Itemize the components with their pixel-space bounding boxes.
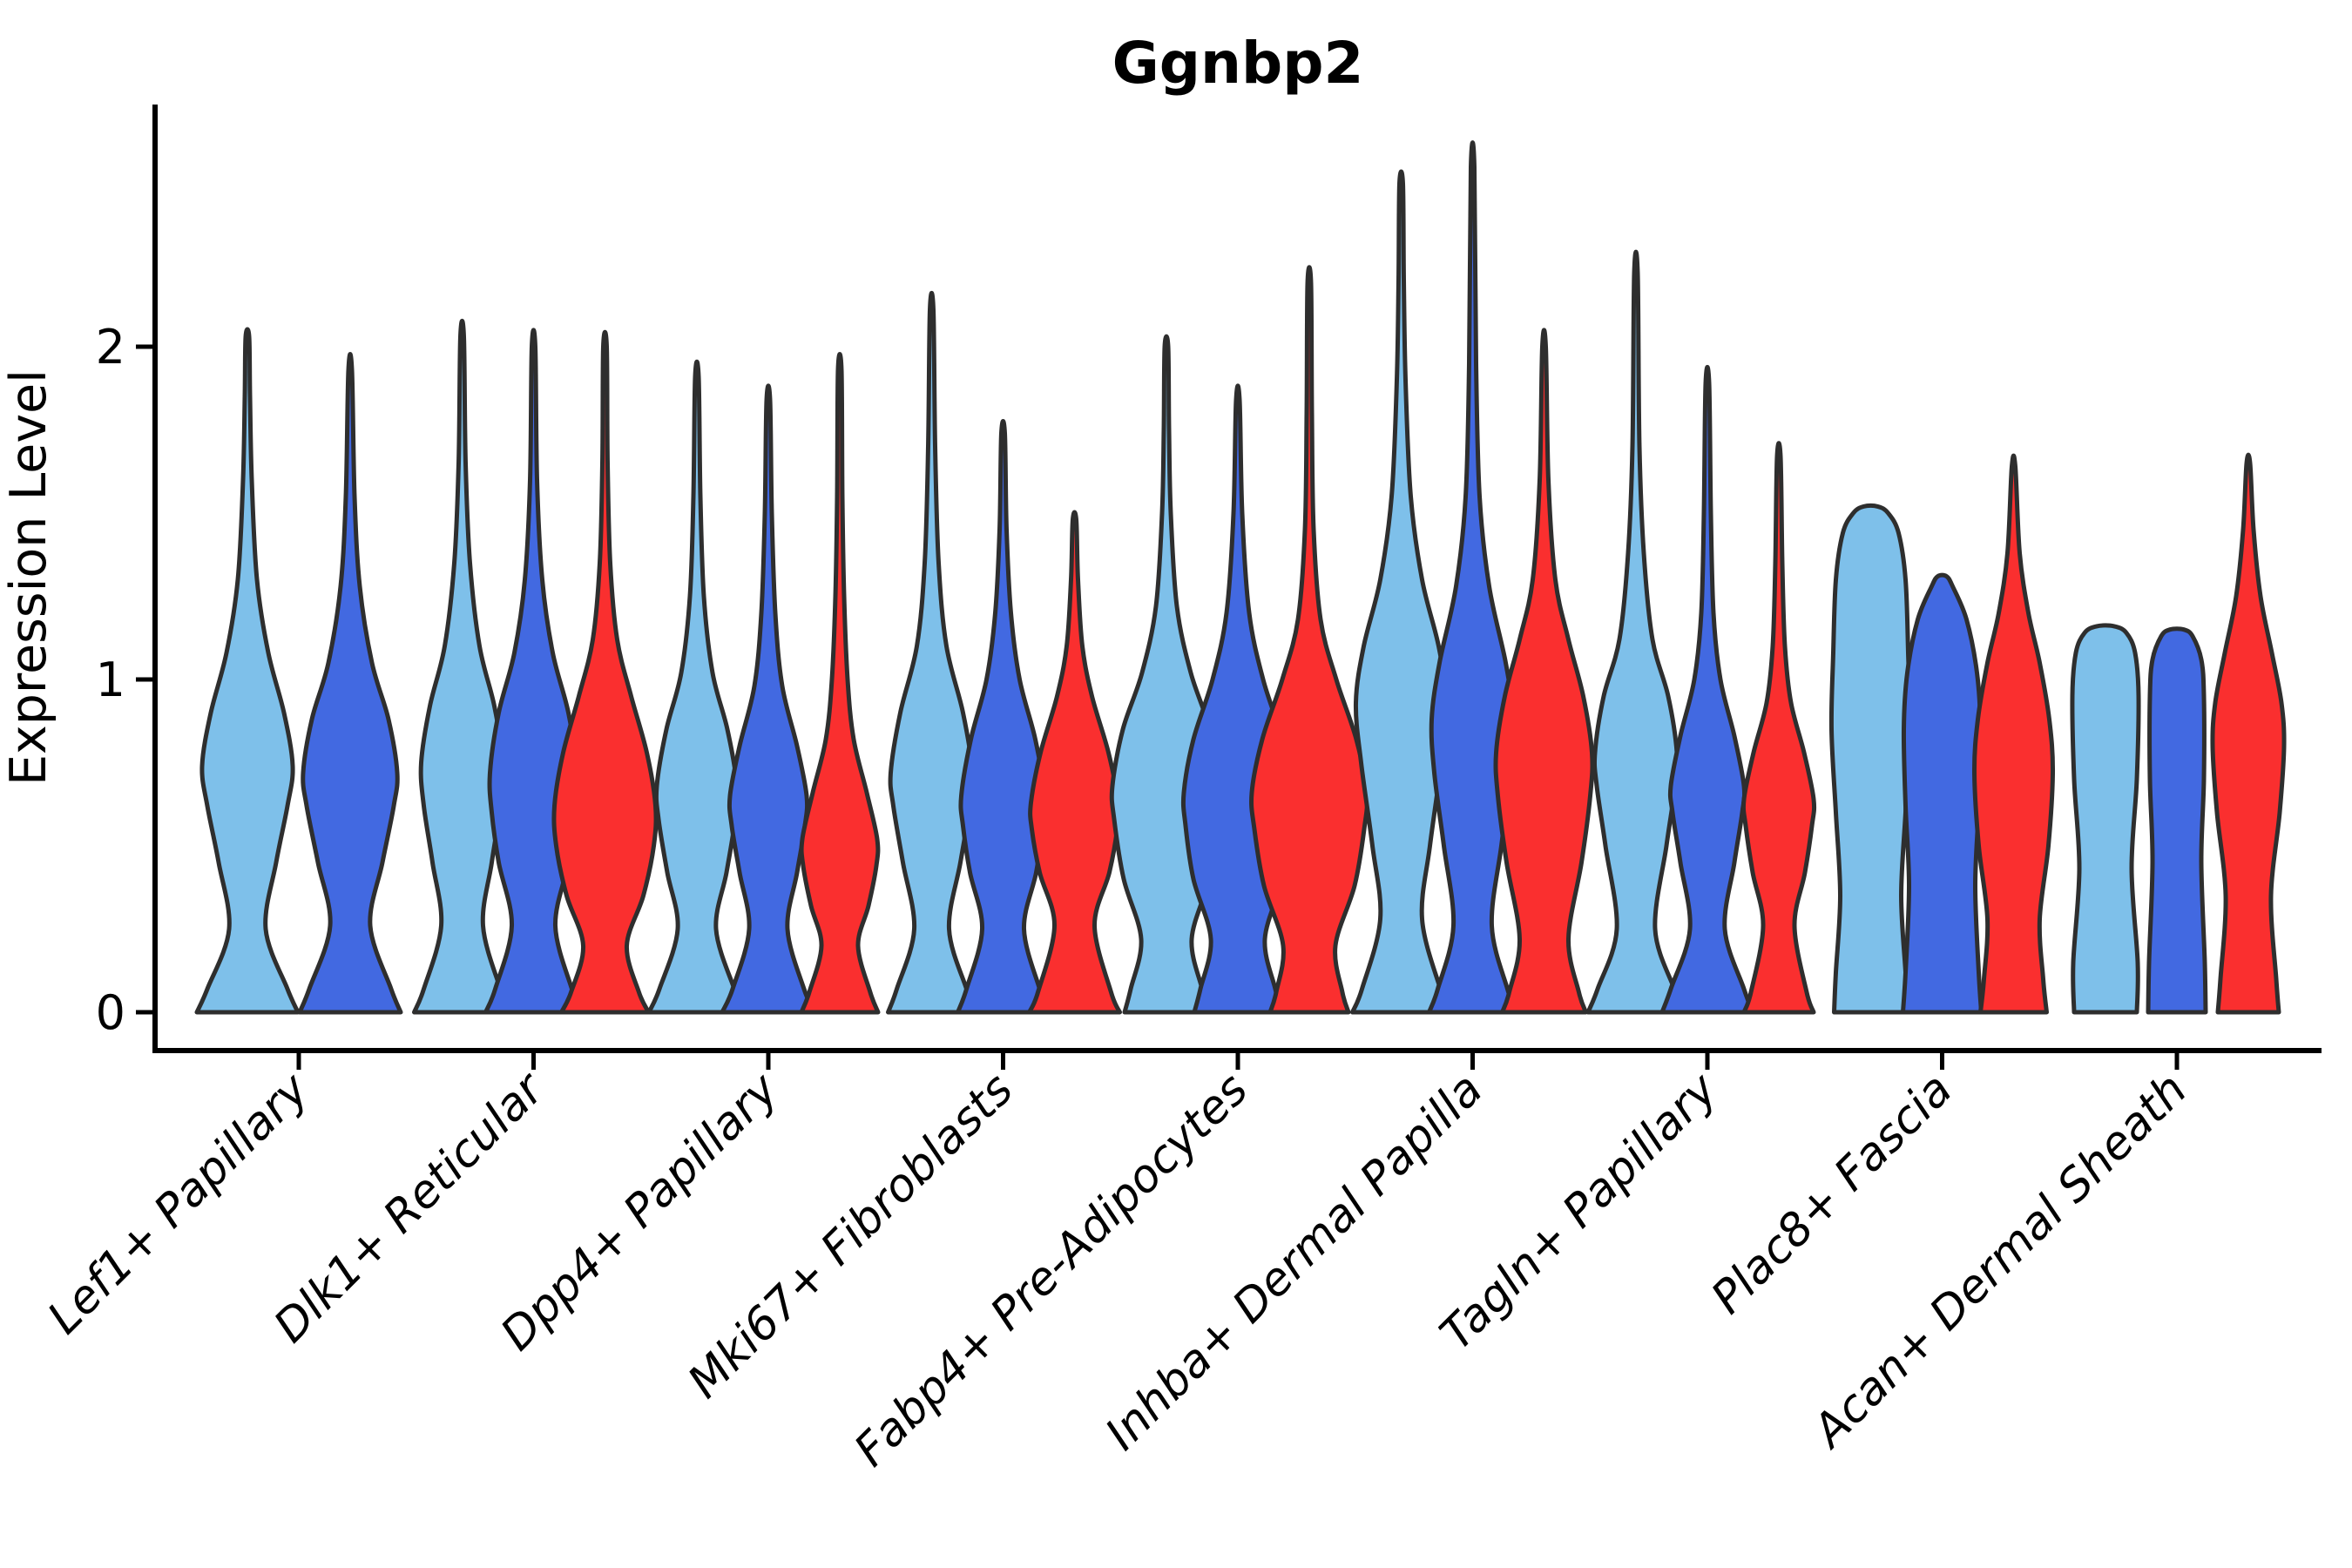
x-tick-label: Acan+ Dermal Sheath — [1801, 1064, 2197, 1459]
violin-dlk1-reticular-royal_blue — [483, 328, 584, 1015]
violin-acan-dermal-sheath-red — [2210, 452, 2287, 1015]
violin-acan-dermal-sheath-royal_blue — [2146, 626, 2208, 1015]
violins-layer — [194, 140, 2287, 1015]
chart-title: Ggnbp2 — [1112, 30, 1364, 97]
violin-plac8-fascia-royal_blue — [1901, 572, 1984, 1015]
x-tick-label: Fabp4+ Pre-Adipocytes — [845, 1064, 1259, 1477]
y-tick-label: 0 — [96, 985, 125, 1040]
x-tick-label: Plac8+ Fascia — [1701, 1064, 1962, 1324]
violin-mki67-fibroblasts-red — [1027, 510, 1122, 1015]
violin-dlk1-reticular-red — [551, 329, 659, 1015]
y-tick-label: 2 — [96, 320, 125, 375]
y-tick-label: 1 — [96, 652, 125, 707]
violin-lef1-papillary-light_blue — [194, 327, 301, 1015]
violin-plac8-fascia-light_blue — [1828, 503, 1913, 1015]
violin-inhba-dermal-papilla-red — [1493, 328, 1595, 1015]
violin-dpp4-papillary-royal_blue — [720, 383, 817, 1015]
violin-acan-dermal-sheath-light_blue — [2070, 623, 2141, 1015]
violin-tagln-papillary-red — [1740, 441, 1817, 1015]
violin-dlk1-reticular-light_blue — [412, 318, 512, 1015]
violin-inhba-dermal-papilla-royal_blue — [1427, 140, 1518, 1015]
violin-dpp4-papillary-light_blue — [646, 359, 747, 1015]
violin-tagln-papillary-light_blue — [1585, 249, 1686, 1015]
violin-lef1-papillary-royal_blue — [297, 352, 403, 1015]
violin-mki67-fibroblasts-light_blue — [886, 290, 977, 1015]
violin-mki67-fibroblasts-royal_blue — [956, 419, 1051, 1015]
x-tick-label: Inhba+ Dermal Papilla — [1096, 1064, 1493, 1461]
violin-plac8-fascia-red — [1971, 453, 2056, 1015]
violin-fabp4-pre-adipocytes-red — [1249, 265, 1369, 1015]
violin-tagln-papillary-royal_blue — [1659, 364, 1755, 1015]
violin-inhba-dermal-papilla-light_blue — [1350, 169, 1452, 1015]
violin-dpp4-papillary-red — [799, 352, 881, 1015]
y-axis-label: Expression Level — [0, 369, 57, 786]
